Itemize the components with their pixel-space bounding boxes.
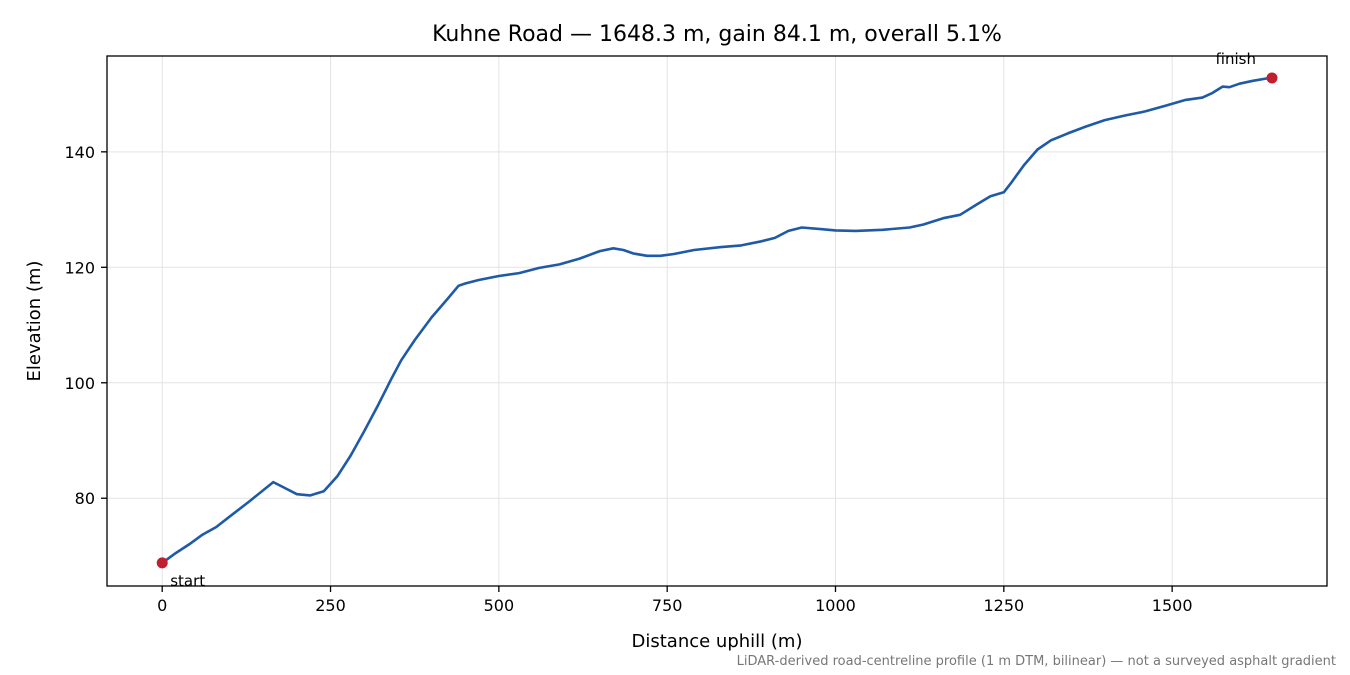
- start-label: start: [170, 572, 205, 590]
- x-tick-label: 250: [315, 596, 346, 615]
- x-tick-label: 1250: [983, 596, 1024, 615]
- gridlines: [107, 56, 1327, 586]
- plot-frame: [106, 55, 1328, 587]
- chart-title: Kuhne Road — 1648.3 m, gain 84.1 m, over…: [432, 22, 1002, 47]
- plot-series: [160, 76, 1274, 565]
- elevation-line: [160, 76, 1274, 565]
- x-axis-label: Distance uphill (m): [632, 631, 803, 652]
- y-tick-label: 80: [75, 489, 95, 508]
- y-tick-label: 120: [64, 258, 95, 277]
- x-tick-label: 0: [157, 596, 167, 615]
- axis-ticks: 0 250 500 750 1000 1250 1500 80 100 120 140: [64, 143, 1192, 615]
- footnote: LiDAR-derived road-centreline profile (1…: [737, 654, 1336, 669]
- x-tick-label: 750: [652, 596, 683, 615]
- y-axis-label: Elevation (m): [24, 261, 45, 382]
- endpoint-markers: start finish: [156, 50, 1278, 590]
- x-tick-label: 1000: [815, 596, 856, 615]
- finish-marker: [1266, 72, 1278, 84]
- finish-label: finish: [1216, 50, 1256, 68]
- x-tick-label: 1500: [1152, 596, 1193, 615]
- start-marker: [156, 557, 168, 569]
- y-tick-label: 100: [64, 374, 95, 393]
- x-tick-label: 500: [484, 596, 515, 615]
- y-tick-label: 140: [64, 143, 95, 162]
